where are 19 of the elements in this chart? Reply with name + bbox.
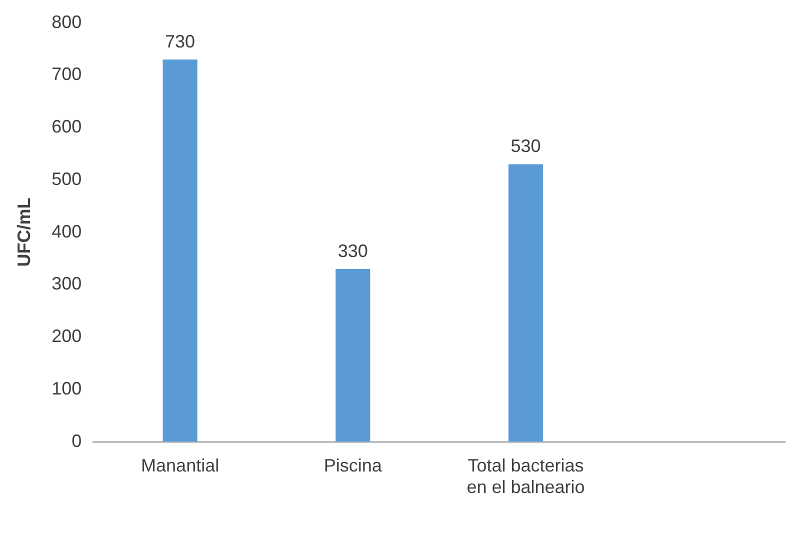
data-label: 730: [165, 31, 196, 52]
y-tick-label: 600: [52, 116, 82, 137]
x-tick-label: Manantial: [141, 456, 220, 476]
y-tick-label: 700: [52, 64, 82, 84]
y-tick-label: 300: [52, 274, 82, 294]
y-tick-label: 500: [52, 168, 82, 189]
data-label: 330: [338, 240, 368, 261]
y-tick-label: 100: [52, 378, 82, 398]
y-tick-label: 0: [72, 430, 82, 451]
y-axis-title: UFC/mL: [14, 198, 34, 267]
x-tick-label: Piscina: [324, 456, 383, 476]
bar: [508, 164, 544, 442]
y-tick-label: 800: [52, 12, 82, 32]
y-tick-label: 200: [52, 326, 82, 346]
bar: [162, 59, 198, 442]
y-tick-label: 400: [52, 221, 82, 242]
bar: [336, 268, 370, 442]
x-tick-label: Total bacterias en el balneario: [466, 456, 585, 498]
data-label: 530: [510, 136, 541, 156]
